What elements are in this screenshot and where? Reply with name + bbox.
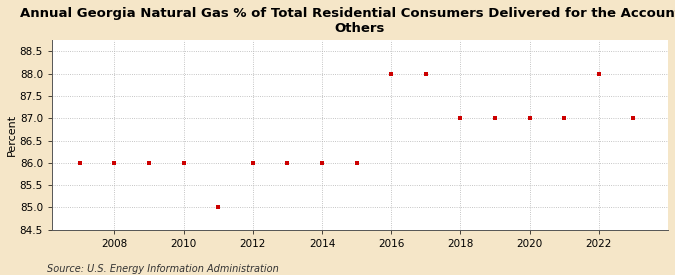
Y-axis label: Percent: Percent [7,114,17,156]
Title: Annual Georgia Natural Gas % of Total Residential Consumers Delivered for the Ac: Annual Georgia Natural Gas % of Total Re… [20,7,675,35]
Text: Source: U.S. Energy Information Administration: Source: U.S. Energy Information Administ… [47,264,279,274]
